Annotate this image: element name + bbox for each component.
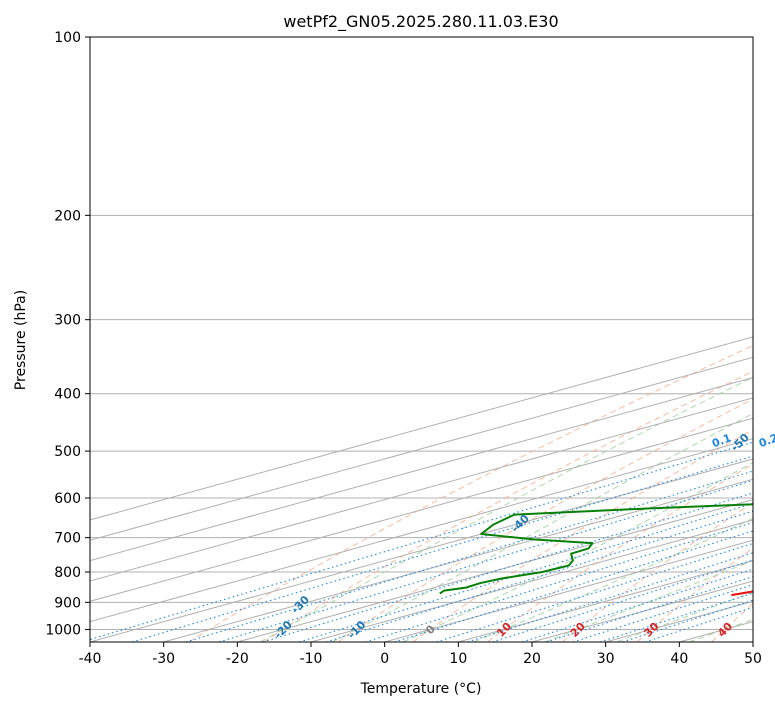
isotherm-line [90,377,753,562]
mixing-ratio-line [492,559,753,642]
x-axis-title: Temperature (°C) [360,681,482,697]
x-tick-label: 40 [670,651,688,667]
moist-adiabat [259,376,753,642]
x-tick-label: 0 [380,651,389,667]
isotherm-line [90,397,753,582]
isotherm-line [679,621,753,642]
mixing-ratio-label: 0.2 [757,431,775,450]
mixing-ratio-line [622,599,753,642]
x-tick-label: 10 [449,651,467,667]
axes: -40 -30 -20 -10 0 10 20 30 40 50 100 200 300 400 500 60… [45,30,762,667]
isotherm-label: 20 [568,620,588,640]
y-tick-label: 1000 [45,622,81,638]
dry-adiabat [337,398,753,642]
isotherm-line [310,519,753,642]
moist-adiabat [331,413,753,642]
isotherm-line [90,458,753,642]
dry-adiabat [188,344,753,642]
isotherm-line [90,336,753,521]
profile-lines [439,503,753,597]
y-tick-label: 900 [54,595,81,611]
isotherm-label: -20 [272,618,295,641]
y-tick-label: 200 [54,208,81,224]
y-tick-label: 300 [54,313,81,329]
isotherm-label: 30 [641,620,661,640]
dry-adiabat [412,429,753,642]
y-tick-label: 100 [54,30,81,46]
dry-adiabat [636,547,753,642]
isotherm-line [163,478,753,642]
mixing-ratio-line [436,542,753,642]
x-tick-label: 50 [744,651,762,667]
dry-adiabat [487,463,753,642]
x-tick-label: -40 [79,651,102,667]
isotherm-line [384,539,753,642]
x-tick-label: -30 [152,651,175,667]
reference-lines [90,37,753,642]
mixing-ratio-line [467,552,753,642]
y-tick-label: 600 [54,491,81,507]
isotherm-line [237,499,753,642]
moist-adiabat [688,619,753,642]
dry-adiabat [263,370,753,642]
dewpoint-profile-line [439,503,753,595]
chart-title: wetPf2_GN05.2025.280.11.03.E30 [283,12,558,32]
isotherm-line [605,600,753,642]
isotherm-line [90,438,753,623]
isotherm-line [752,641,753,642]
isotherm-line [458,560,753,642]
mixing-ratio-line [262,492,753,642]
x-tick-label: 30 [597,651,615,667]
isotherm-label: -10 [345,618,368,641]
isotherm-line [90,417,753,602]
mixing-ratio-label: 0.1 [710,431,733,450]
plot-frame [89,36,754,643]
x-tick-label: -20 [226,651,249,667]
x-tick-label: -10 [300,651,323,667]
moist-adiabat [473,517,753,642]
mixing-ratio-line [521,568,753,642]
mixing-ratio-line [394,530,753,642]
isotherm-label: 40 [715,620,735,640]
y-axis-title: Pressure (hPa) [13,290,29,390]
mixing-ratio-line [131,455,753,642]
y-tick-label: 400 [54,387,81,403]
y-tick-label: 500 [54,444,81,460]
isotherm-line [531,580,753,642]
y-tick-label: 700 [54,531,81,547]
moist-adiabat [402,461,753,642]
x-tick-label: 20 [523,651,541,667]
y-tick-label: 800 [54,565,81,581]
